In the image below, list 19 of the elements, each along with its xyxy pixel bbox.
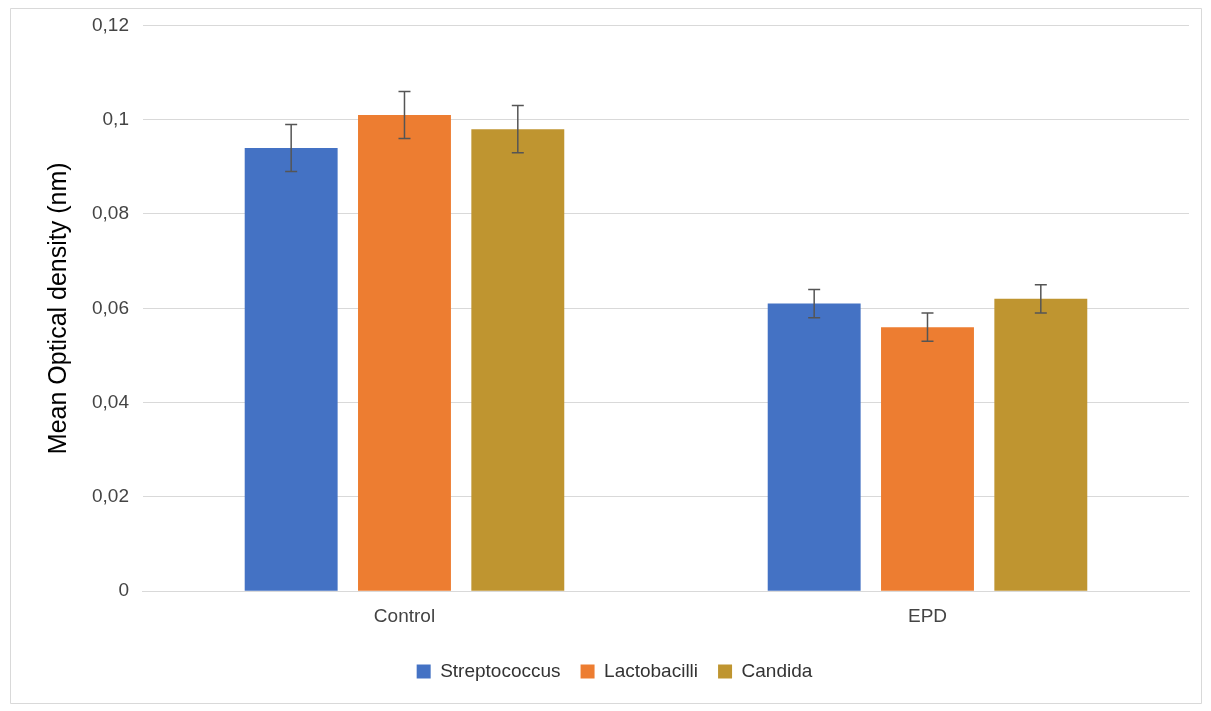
y-tick-label: 0,04 [92,390,130,412]
y-tick-label: 0,08 [92,202,129,224]
legend-label: Candida [741,659,813,681]
y-tick-label: 0,02 [92,485,129,507]
bar [244,147,338,591]
y-tick-label: 0 [118,579,129,601]
y-tick-label: 0,1 [102,107,129,129]
bar [767,303,861,591]
x-tick-label: Control [373,604,436,626]
x-tick-label: EPD [907,604,948,626]
y-axis-title: Mean Optical density (nm) [42,162,71,455]
bar [471,129,565,591]
legend-label: Lactobacilli [604,659,699,681]
bar [881,327,974,591]
y-tick-label: 0,06 [92,296,129,318]
bar [994,298,1088,591]
y-tick-label: 0,12 [92,13,129,35]
legend-label: Streptococcus [440,659,561,681]
bar [358,114,451,591]
